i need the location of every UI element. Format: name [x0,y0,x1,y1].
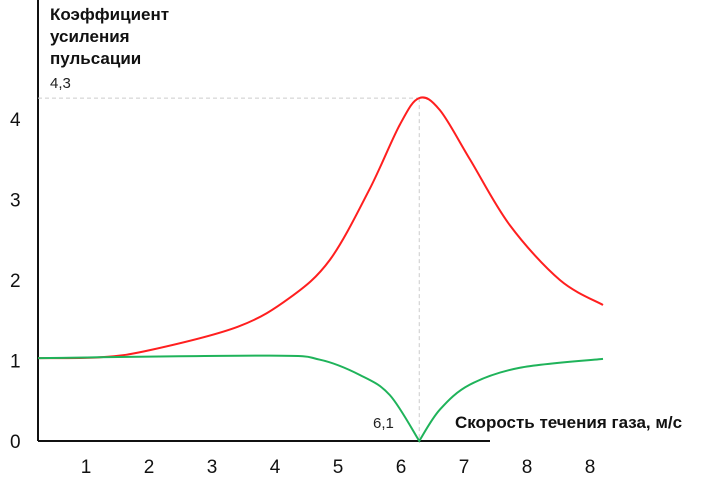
x-axis-label: Скорость течения газа, м/с [455,413,682,432]
x-tick-label: 8 [522,457,533,478]
y-axis-label-line-1: Коэффициент [50,5,169,24]
y-tick-label: 4 [10,110,21,131]
x-tick-label: 1 [81,457,92,478]
guides [38,97,420,441]
y-axis-label-line-2: усиления [50,27,130,46]
x-tick-label: 3 [207,457,218,478]
x-ticks: 1 2 3 4 5 6 7 8 8 [81,457,596,478]
y-ticks: 0 1 2 3 4 [10,110,21,453]
x-tick-label: 4 [270,457,281,478]
x-tick-label: 7 [459,457,470,478]
y-axis-label-line-3: пульсации [50,49,141,68]
y-tick-label: 0 [10,432,21,453]
y-tick-label: 2 [10,271,21,292]
axes [37,0,490,442]
series [37,96,604,443]
x-tick-label: 2 [144,457,155,478]
x-tick-label: 5 [333,457,344,478]
peak-y-annotation: 4,3 [50,75,71,92]
y-tick-label: 1 [10,352,21,373]
x-tick-label: 8 [585,457,596,478]
x-tick-label: 6 [396,457,407,478]
peak-x-annotation: 6,1 [373,415,394,432]
y-tick-label: 3 [10,191,21,212]
series-line-2 [37,354,604,443]
series-line-1 [37,96,604,360]
